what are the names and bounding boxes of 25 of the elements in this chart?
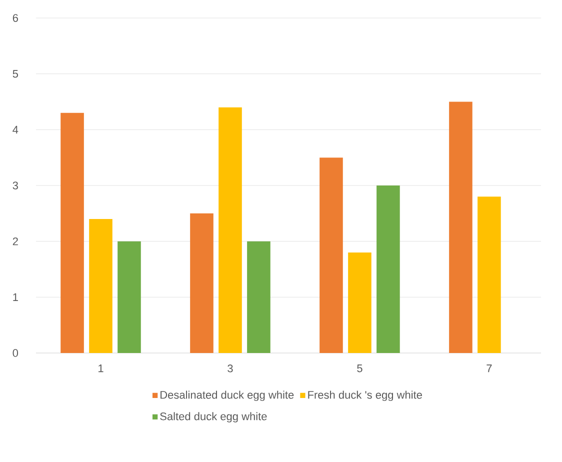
bar bbox=[247, 241, 270, 353]
bar bbox=[376, 185, 400, 353]
y-tick-label: 1 bbox=[13, 293, 18, 301]
bar bbox=[89, 218, 112, 353]
x-tick-label: 3 bbox=[228, 364, 233, 372]
bar bbox=[478, 196, 501, 353]
legend-label: Fresh duck 's egg white bbox=[308, 390, 422, 401]
legend-label: Salted duck egg white bbox=[160, 412, 267, 422]
bar bbox=[449, 102, 472, 353]
y-tick-label: 2 bbox=[12, 237, 18, 246]
x-tick-label: 7 bbox=[486, 364, 492, 372]
y-tick-label: 6 bbox=[12, 14, 18, 22]
bar bbox=[348, 252, 372, 353]
bar bbox=[60, 112, 84, 353]
legend-label: Desalinated duck egg white bbox=[160, 390, 294, 401]
bar bbox=[190, 213, 214, 353]
x-tick-label: 1 bbox=[98, 364, 104, 372]
x-tick-label: 5 bbox=[357, 364, 362, 372]
bar bbox=[118, 241, 141, 353]
y-tick-label: 0 bbox=[12, 349, 18, 357]
bar bbox=[320, 158, 343, 353]
y-tick-label: 4 bbox=[12, 126, 18, 134]
y-tick-label: 3 bbox=[12, 182, 18, 190]
y-tick-label: 5 bbox=[12, 70, 18, 78]
bar bbox=[218, 107, 242, 353]
